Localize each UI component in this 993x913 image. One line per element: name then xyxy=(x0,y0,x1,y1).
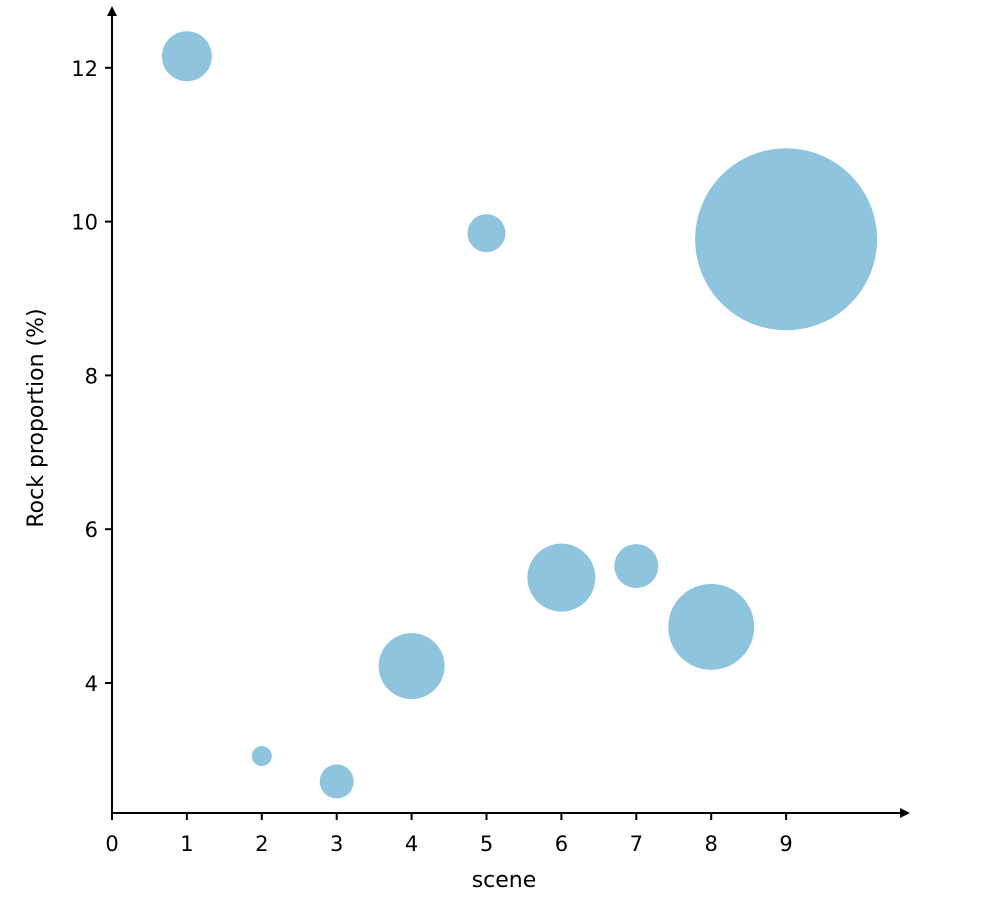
x-tick-label: 3 xyxy=(330,832,343,856)
bubble-scene-9 xyxy=(695,148,878,331)
x-tick-label: 0 xyxy=(105,832,118,856)
bubble-scene-2 xyxy=(251,746,272,767)
y-tick-label: 6 xyxy=(85,518,98,542)
x-tick-label: 7 xyxy=(630,832,643,856)
bubble-scene-6 xyxy=(527,543,596,612)
axes xyxy=(107,6,910,818)
y-tick-label: 8 xyxy=(85,364,98,388)
y-tick-label: 4 xyxy=(85,672,98,696)
bubble-layer xyxy=(161,31,878,799)
y-ticks: 4 6 8 10 12 xyxy=(71,57,112,696)
x-axis-title: scene xyxy=(472,868,537,893)
bubble-scene-1 xyxy=(161,31,212,82)
bubble-scene-4 xyxy=(378,633,445,700)
x-tick-label: 8 xyxy=(705,832,718,856)
x-tick-label: 5 xyxy=(480,832,493,856)
bubble-scene-7 xyxy=(614,544,659,589)
y-tick-label: 12 xyxy=(71,57,98,81)
bubble-scene-8 xyxy=(668,583,755,670)
y-tick-label: 10 xyxy=(71,211,98,235)
bubble-scene-3 xyxy=(319,764,354,799)
x-tick-label: 9 xyxy=(779,832,792,856)
y-axis-title: Rock proportion (%) xyxy=(24,308,49,527)
x-tick-label: 6 xyxy=(555,832,568,856)
x-tick-label: 2 xyxy=(255,832,268,856)
x-tick-label: 1 xyxy=(180,832,193,856)
x-tick-label: 4 xyxy=(405,832,418,856)
bubble-scene-5 xyxy=(467,214,506,253)
x-ticks: 0 1 2 3 4 5 6 7 8 9 xyxy=(105,813,793,856)
